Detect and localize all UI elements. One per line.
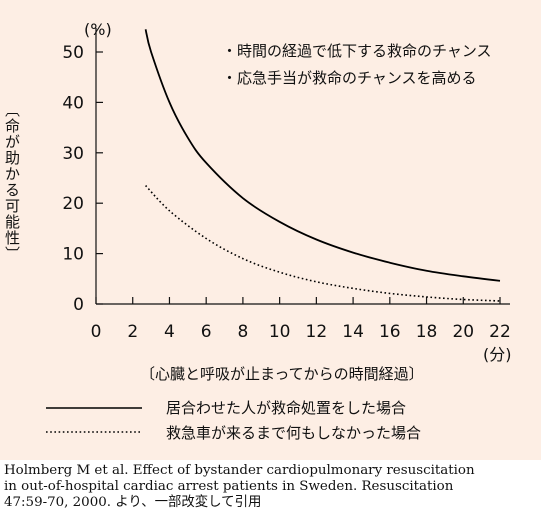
legend: 居合わせた人が救命処置をした場合 救急車が来るまで何もしなかった場合 [46,399,421,442]
x-tick-label: 10 [269,322,291,342]
x-tick-label: 2 [127,322,138,342]
legend-solid-label: 居合わせた人が救命処置をした場合 [166,399,406,417]
y-ticks: 0 10 20 30 40 50 [62,43,103,315]
x-tick-label: 8 [237,322,248,342]
series-layer [144,29,501,302]
legend-dotted-label: 救急車が来るまで何もしなかった場合 [166,424,421,442]
y-tick-label: 30 [62,144,84,164]
x-tick-label: 0 [91,322,102,342]
annotation-2: ・応急手当が救命のチャンスを高める [222,69,477,87]
citation: Holmberg M et al. Effect of bystander ca… [4,463,540,511]
y-tick-label: 40 [62,93,84,113]
y-tick-label: 50 [62,43,84,63]
y-tick-label: 20 [62,194,84,214]
x-tick-label: 4 [164,322,175,342]
y-unit-label: (%) [84,20,112,39]
chart-panel: 0 10 20 30 40 50 0 2 4 6 8 10 12 14 16 18 20 22 (%) (分) … [0,0,541,460]
x-tick-label: 20 [452,322,474,342]
x-tick-label: 14 [342,322,364,342]
y-tick-label: 0 [73,295,84,315]
x-tick-label: 12 [306,322,328,342]
series-line-bystander-cpr [144,29,501,282]
x-ticks: 0 2 4 6 8 10 12 14 16 18 20 22 [91,297,511,342]
axes [95,28,510,305]
series-line-no-action [145,185,501,302]
x-tick-label: 6 [201,322,212,342]
x-tick-label: 16 [379,322,401,342]
citation-line-3: 47:59-70, 2000. より、一部改変して引用 [4,495,262,510]
y-axis-label: 〔命が助かる可能性〕 [3,102,21,262]
x-tick-label: 22 [489,322,511,342]
x-unit-label: (分) [483,345,512,364]
citation-line-1: Holmberg M et al. Effect of bystander ca… [4,463,475,478]
citation-line-2: in out-of-hospital cardiac arrest patien… [4,479,454,494]
x-tick-label: 18 [416,322,438,342]
x-axis-label: 〔心臓と呼吸が止まってからの時間経過〕 [140,365,424,383]
annotation-1: ・時間の経過で低下する救命のチャンス [222,42,492,60]
y-tick-label: 10 [62,245,84,265]
